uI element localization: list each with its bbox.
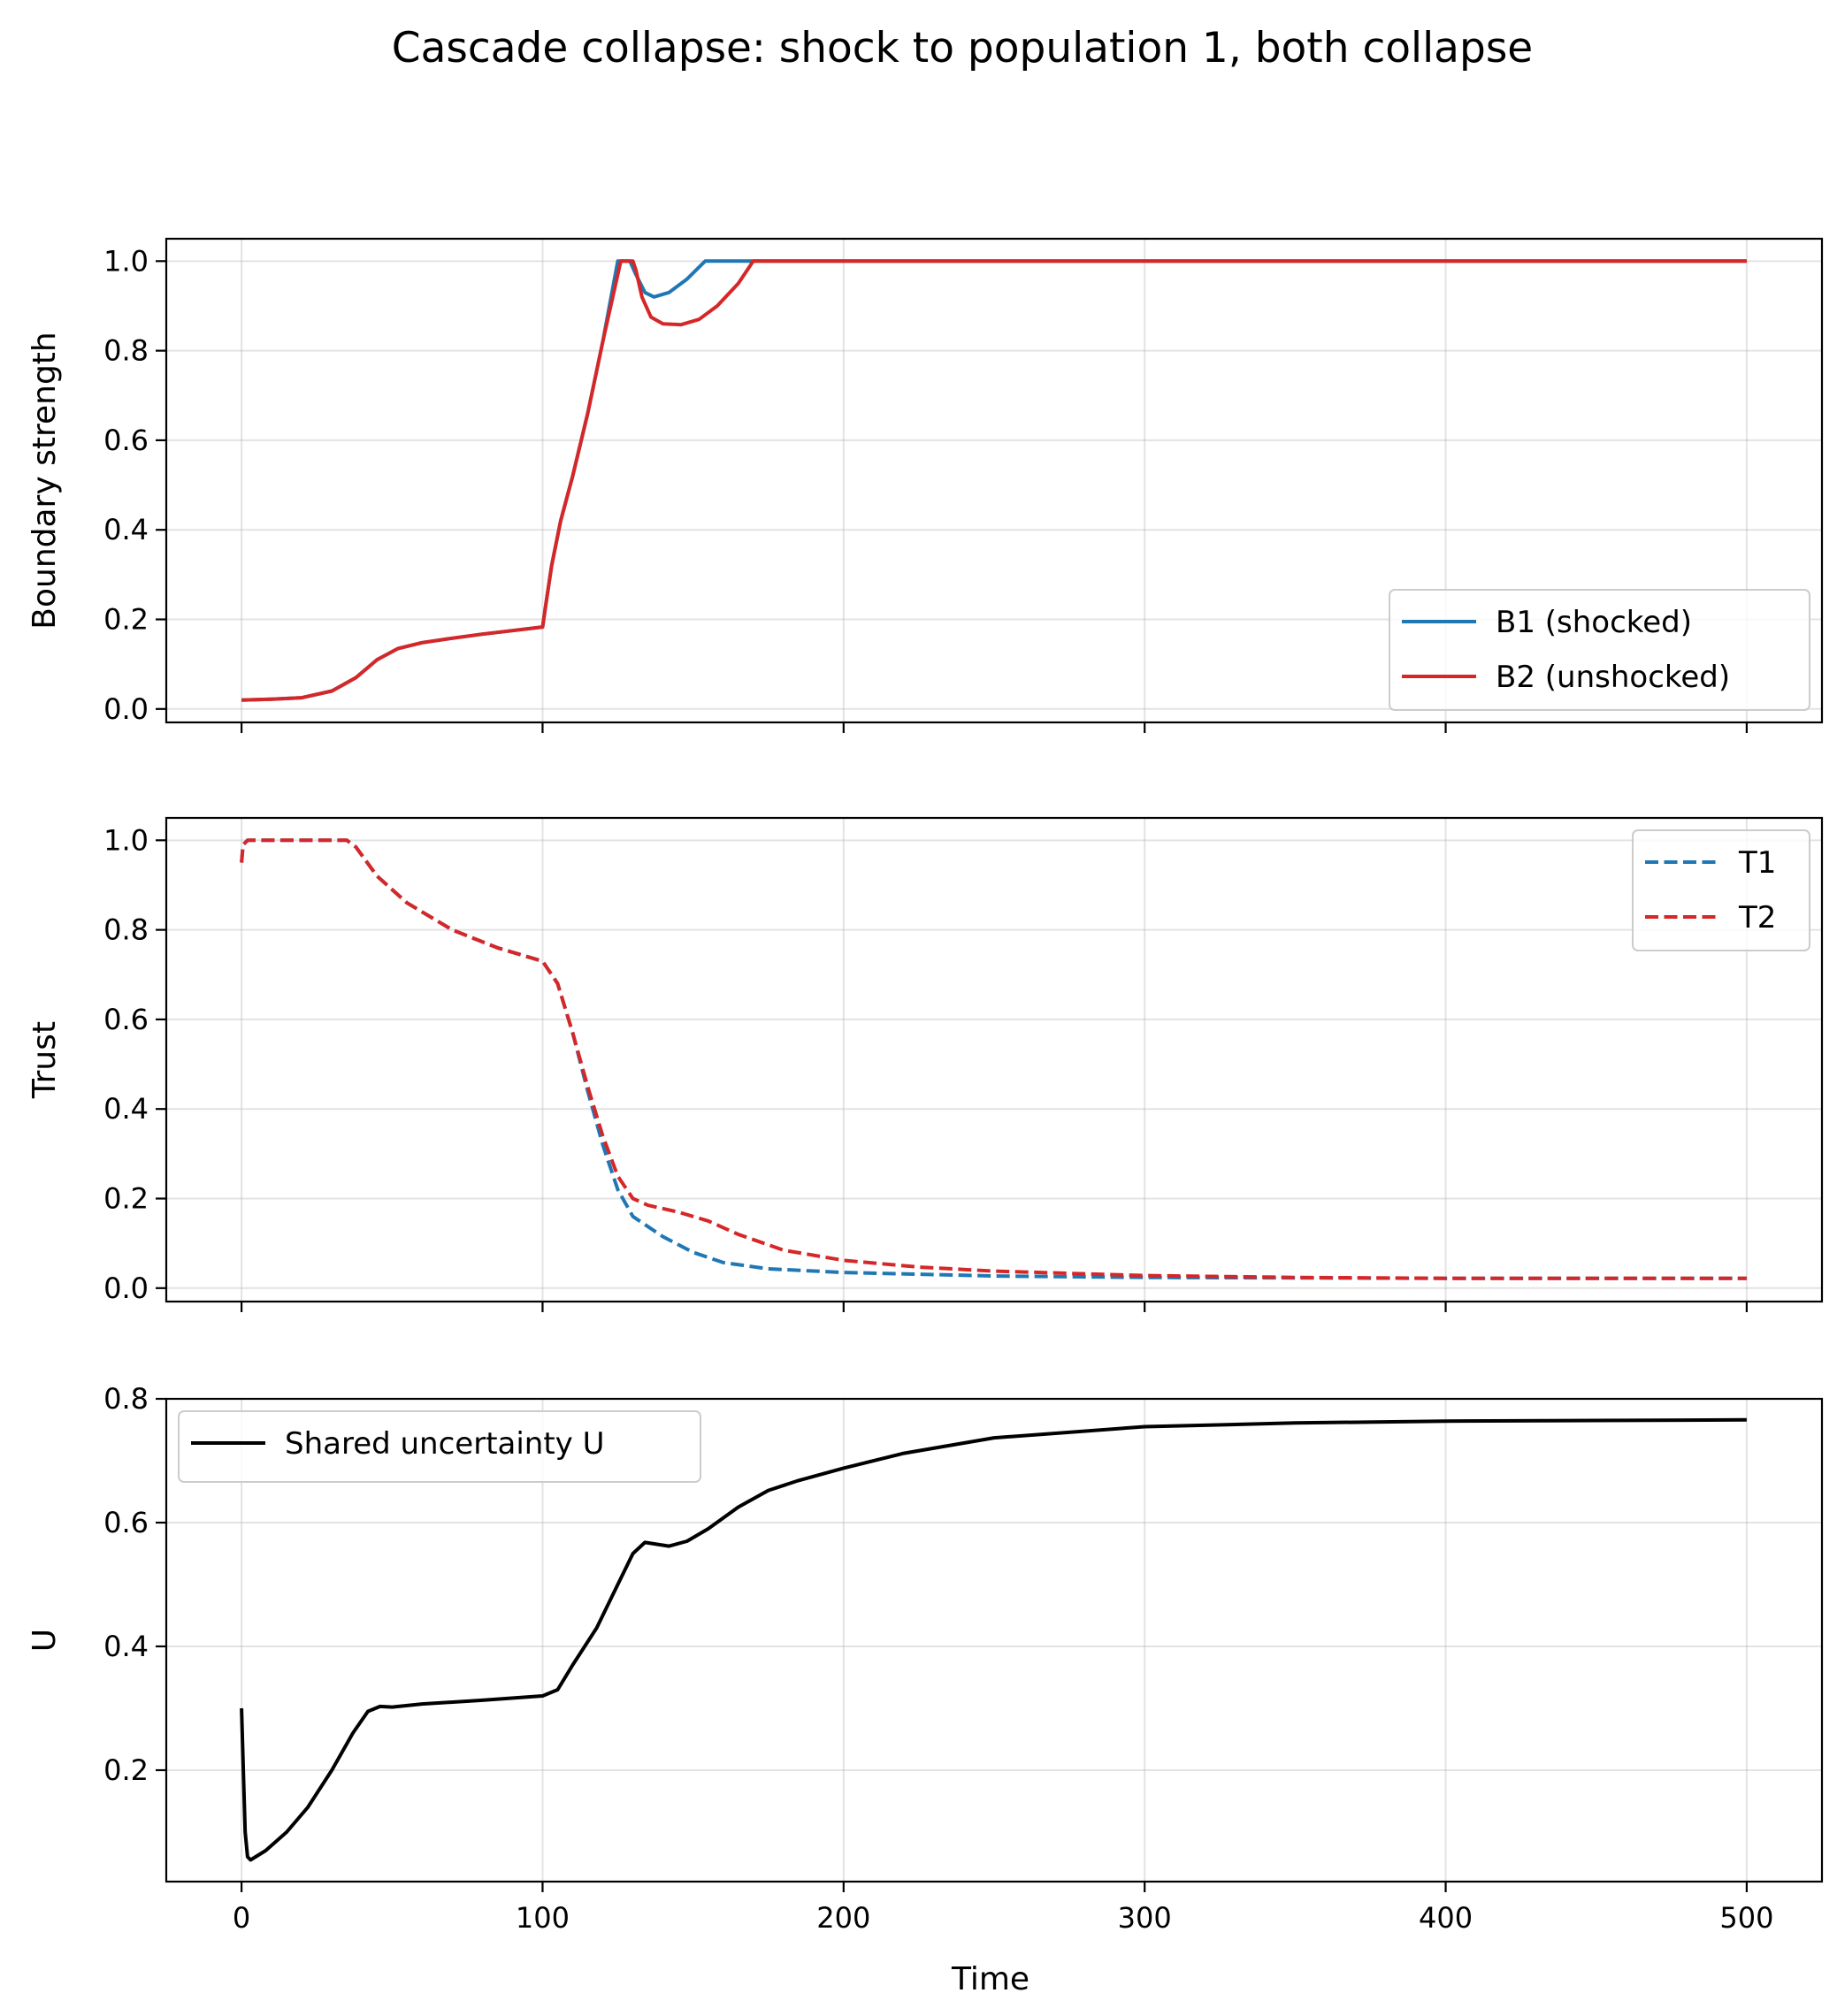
uncertainty-x-tick-label: 400: [1419, 1901, 1473, 1935]
trust-panel: 0.0 0.2 0.4 0.6 0.8 1.0 Trust T1 T2: [27, 816, 1824, 1312]
boundary-strength-y-tick-label: 1.0: [103, 244, 149, 278]
uncertainty-x-tick-label: 300: [1118, 1901, 1172, 1935]
boundary-strength-y-tick-label: 0.8: [103, 334, 149, 368]
trust-y-tick-label: 0.8: [103, 913, 149, 947]
boundary-strength-y-axis-label: Boundary strength: [27, 332, 63, 629]
boundary-strength-y-tick-label: 0.4: [103, 513, 149, 546]
x-axis-label: Time: [951, 1961, 1029, 1997]
trust-y-tick-label: 0.0: [103, 1271, 149, 1305]
boundary-strength-y-tick-label: 0.0: [103, 692, 149, 726]
uncertainty-series-line-1: [240, 1417, 1747, 1862]
uncertainty-panel: 0 100 200 300 400 500 0.2 0.4 0.6 0.8 U Shared unce…: [27, 1382, 1824, 1935]
uncertainty-y-tick-label: 0.2: [103, 1753, 149, 1787]
boundary-strength-legend: B1 (shocked) B2 (unshocked): [1389, 589, 1810, 711]
uncertainty-y-tick-label: 0.8: [103, 1382, 149, 1416]
uncertainty-x-tick-label: 200: [816, 1901, 870, 1935]
trust-legend-label: T2: [1738, 900, 1776, 935]
trust-legend-box: [1632, 829, 1810, 951]
uncertainty-legend-box: [178, 1410, 701, 1483]
uncertainty-legend-label: Shared uncertainty U: [285, 1426, 605, 1462]
trust-y-tick-label: 0.4: [103, 1092, 149, 1126]
uncertainty-x-tick-label: 100: [516, 1901, 570, 1935]
trust-y-tick-label: 0.2: [103, 1182, 149, 1216]
trust-axes-frame: [165, 816, 1824, 1303]
uncertainty-legend: Shared uncertainty U: [178, 1410, 701, 1483]
boundary-strength-y-tick-label: 0.6: [103, 424, 149, 457]
boundary-strength-y-tick-label: 0.2: [103, 603, 149, 637]
uncertainty-x-tick-label: 500: [1719, 1901, 1773, 1935]
trust-y-tick-label: 1.0: [103, 823, 149, 857]
trust-y-axis-label: Trust: [27, 1021, 63, 1099]
boundary-strength-legend-label: B2 (unshocked): [1496, 660, 1730, 695]
uncertainty-y-tick-label: 0.4: [103, 1630, 149, 1663]
uncertainty-y-axis-label: U: [27, 1629, 63, 1652]
trust-legend: T1 T2: [1632, 829, 1810, 951]
boundary-strength-axes-frame: [165, 237, 1824, 724]
boundary-strength-series-line-2: [241, 259, 1747, 702]
boundary-strength-legend-label: B1 (shocked): [1496, 605, 1692, 640]
figure-title: Cascade collapse: shock to population 1,…: [392, 24, 1533, 73]
trust-y-tick-label: 0.6: [103, 1003, 149, 1036]
uncertainty-x-tick-label: 0: [233, 1901, 250, 1935]
boundary-strength-panel: 0.0 0.2 0.4 0.6 0.8 1.0 Boundary strength B1 (s…: [27, 237, 1824, 733]
trust-series-line-2: [240, 838, 1747, 1280]
boundary-strength-legend-box: [1389, 589, 1810, 711]
trust-legend-label: T1: [1738, 845, 1776, 881]
uncertainty-y-tick-label: 0.6: [103, 1506, 149, 1539]
uncertainty-axes-frame: [165, 1397, 1824, 1883]
